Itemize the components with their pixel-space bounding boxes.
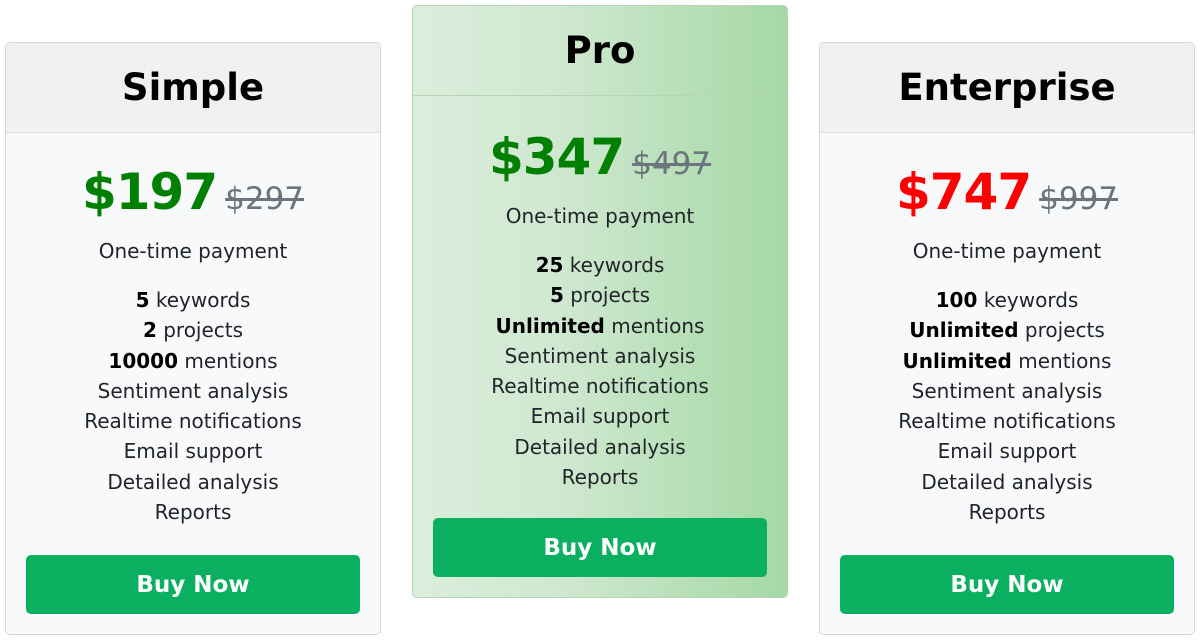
buy-now-button[interactable]: Buy Now [840,555,1174,614]
feature-item: 25 keywords [413,250,787,280]
card-header: Enterprise [820,43,1194,133]
feature-label: Email support [530,404,670,429]
feature-label: Detailed analysis [107,469,279,494]
feature-label: Email support [123,439,263,464]
feature-item: Sentiment analysis [820,376,1194,406]
feature-item: Unlimited mentions [820,346,1194,376]
card-header: Pro [413,6,787,96]
feature-list: 25 keywords 5 projects Unlimited mentions S… [413,250,787,492]
feature-item: Reports [6,497,380,527]
feature-label: mentions [178,348,278,373]
plan-title: Enterprise [898,66,1116,109]
feature-label: Reports [968,500,1046,525]
feature-label: keywords [977,288,1079,312]
original-price: $997 [1039,181,1119,217]
buy-now-button[interactable]: Buy Now [433,518,767,577]
feature-label: Reports [561,465,639,490]
plan-card-enterprise: Enterprise $747 $997 One-time payment 100… [819,42,1195,635]
feature-item: Email support [6,436,380,466]
feature-value: 5 [135,288,150,312]
feature-label: Detailed analysis [921,469,1093,494]
feature-label: mentions [604,313,705,338]
feature-item: 5 projects [413,280,787,310]
current-price: $747 [895,163,1032,221]
feature-item: Email support [820,436,1194,466]
plan-card-simple: Simple $197 $297 One-time payment 5 keywo… [5,42,381,635]
feature-item: 5 keywords [6,285,380,315]
feature-label: projects [156,318,244,343]
buy-now-button[interactable]: Buy Now [26,555,360,614]
feature-label: Realtime notifications [84,409,302,434]
feature-item: 2 projects [6,315,380,345]
price-row: $197 $297 [6,163,380,221]
plan-card-pro: Pro $347 $497 One-time payment 25 keyword… [412,5,788,598]
feature-value: Unlimited [495,313,605,338]
feature-item: Detailed analysis [820,467,1194,497]
feature-item: 100 keywords [820,285,1194,315]
feature-item: Detailed analysis [413,432,787,462]
feature-label: keywords [563,253,665,277]
original-price: $297 [225,181,305,217]
feature-label: keywords [149,288,251,312]
feature-item: Unlimited mentions [413,311,787,341]
feature-item: 10000 mentions [6,346,380,376]
feature-label: mentions [1011,348,1112,373]
payment-type: One-time payment [912,239,1102,263]
feature-item: Realtime notifications [820,406,1194,436]
original-price: $497 [632,146,712,182]
feature-value: 10000 [108,348,179,373]
feature-item: Realtime notifications [413,371,787,401]
feature-item: Reports [820,497,1194,527]
feature-label: Reports [154,500,232,525]
feature-label: Detailed analysis [514,434,686,459]
price-row: $747 $997 [820,163,1194,221]
feature-item: Realtime notifications [6,406,380,436]
feature-label: Sentiment analysis [911,378,1103,403]
feature-value: Unlimited [902,348,1012,373]
payment-type: One-time payment [505,204,695,228]
feature-item: Sentiment analysis [413,341,787,371]
feature-label: projects [563,283,651,308]
feature-item: Detailed analysis [6,467,380,497]
plan-title: Simple [121,66,265,109]
feature-value: 25 [535,253,564,277]
feature-value: 2 [142,318,157,343]
feature-list: 5 keywords 2 projects 10000 mentions Sentim… [6,285,380,527]
feature-label: Realtime notifications [898,409,1116,434]
feature-label: Sentiment analysis [97,378,289,403]
feature-label: Sentiment analysis [504,343,696,368]
current-price: $347 [488,128,625,186]
plan-title: Pro [564,29,636,72]
feature-item: Email support [413,401,787,431]
feature-item: Sentiment analysis [6,376,380,406]
feature-item: Unlimited projects [820,315,1194,345]
payment-type: One-time payment [98,239,288,263]
card-header: Simple [6,43,380,133]
feature-value: 100 [935,288,978,312]
feature-label: projects [1018,318,1105,343]
feature-label: Email support [937,439,1077,464]
price-row: $347 $497 [413,128,787,186]
current-price: $197 [81,163,218,221]
feature-value: Unlimited [909,318,1019,343]
feature-value: 5 [549,283,564,308]
feature-label: Realtime notifications [491,374,709,399]
feature-list: 100 keywords Unlimited projects Unlimited … [820,285,1194,527]
feature-item: Reports [413,462,787,492]
